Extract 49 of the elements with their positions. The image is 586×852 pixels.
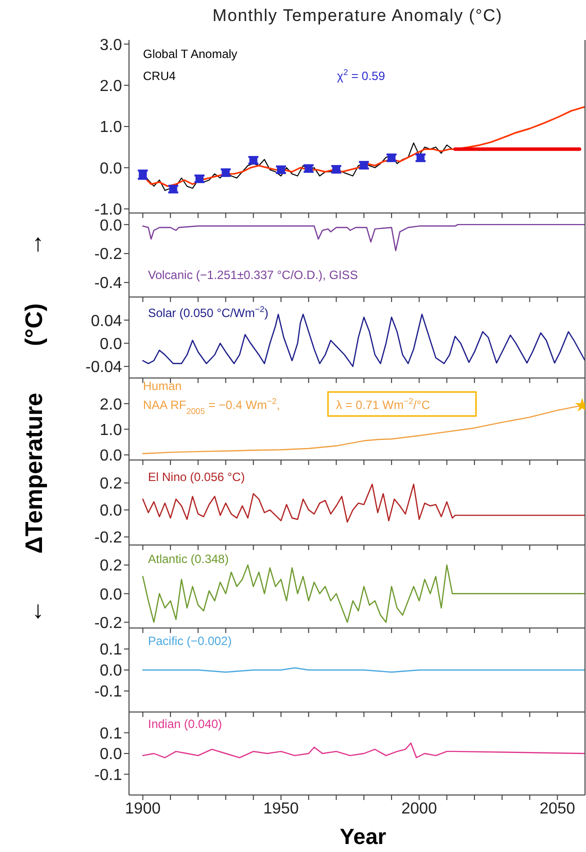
y-tick-label: 0.2 [100, 558, 122, 575]
series-label: Pacific (−0.002) [148, 634, 232, 648]
y-tick-label: -0.1 [94, 766, 122, 784]
text: Volcanic (−1.251±0.337 °C/O.D.), GISS [148, 268, 358, 282]
y-tick-label: 0.0 [100, 448, 122, 465]
y-tick-label: 1.0 [100, 422, 122, 439]
y-tick-label: 0.0 [100, 746, 122, 764]
y-tick-label: 0.0 [100, 662, 122, 680]
line-series [142, 484, 585, 523]
y-tick-label: -0.2 [94, 246, 122, 264]
y-tick-label: -0.04 [86, 359, 122, 376]
text: χ$^{2}$ = 0.59 [337, 67, 386, 83]
series-label: El Nino (0.056 °C) [148, 470, 245, 484]
x-axis-title: Year [338, 824, 388, 850]
series-label: Atlantic (0.348) [148, 552, 229, 566]
y-tick-label: 0.2 [100, 476, 122, 493]
y-tick-label: 2.0 [100, 396, 122, 414]
series-label: Solar (0.050 °C/Wm$^{−2}$) [148, 304, 268, 320]
y-tick-label: 0.0 [100, 586, 122, 604]
y-tick-label: -0.2 [94, 530, 122, 547]
y-tick-label: -1.0 [94, 202, 122, 219]
y-axis-title: ← ΔTemperature (°C) → [21, 232, 48, 624]
line-series [142, 224, 585, 252]
chart-title: Monthly Temperature Anomaly (°C) [211, 6, 504, 26]
line-series [142, 564, 585, 623]
y-tick-label: 0.04 [90, 312, 122, 330]
y-tick-label: -0.1 [94, 684, 122, 701]
x-tick-label: 1900 [125, 800, 161, 818]
annotation: Global T Anomaly [143, 47, 238, 61]
x-tick-label: 2000 [401, 800, 438, 818]
annotation: CRU4 [143, 69, 176, 83]
line-series [142, 742, 585, 758]
y-tick-label: 3.0 [100, 36, 122, 54]
x-tick-label: 2050 [540, 800, 576, 818]
y-tick-label: 0.1 [100, 642, 122, 659]
y-tick-label: 0.0 [100, 502, 122, 520]
series-label: Indian (0.040) [148, 717, 222, 731]
x-tick-label: 1950 [263, 800, 299, 818]
y-tick-label: 0.0 [100, 160, 122, 178]
y-tick-label: 1.0 [100, 119, 122, 136]
y-tick-label: 2.0 [100, 78, 122, 95]
y-tick-label: -0.4 [94, 275, 122, 292]
text: Human [143, 379, 182, 393]
y-tick-label: -0.2 [94, 614, 122, 632]
y-tick-label: 0.0 [100, 336, 122, 353]
annotation: NAA RF$_{2005}$ = −0.4 Wm$^{−2}$, [143, 396, 280, 416]
y-tick-label: 0.1 [100, 725, 122, 742]
annotation: λ = 0.71 Wm$^{−2}$/°C [336, 396, 430, 412]
y-tick-label: 0.0 [100, 217, 122, 234]
